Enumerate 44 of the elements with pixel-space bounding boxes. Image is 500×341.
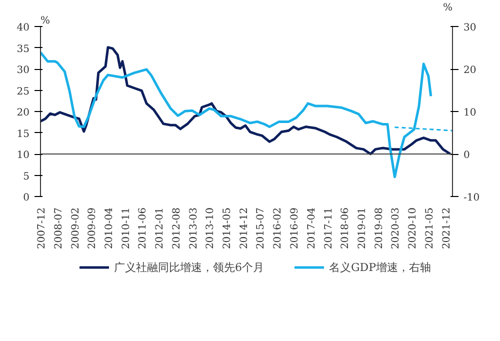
x-tick-label: 2014-12 <box>238 207 250 250</box>
x-tick-label: 2016-02 <box>272 207 284 250</box>
y2-tick-label: -10 <box>464 192 480 204</box>
x-tick-label: 2015-07 <box>256 207 267 250</box>
x-tick-label: 2013-03 <box>188 207 200 250</box>
x-tick-label: 2016-09 <box>290 207 301 250</box>
x-tick-label: 2010-04 <box>104 207 115 250</box>
x-tick-label: 2011-06 <box>138 207 149 250</box>
y-tick-label: 40 <box>16 22 30 34</box>
y2-tick-label: 30 <box>464 22 476 34</box>
x-tick-label: 2019-08 <box>374 207 385 250</box>
y2-tick-label: 10 <box>464 108 476 118</box>
y-tick-label: 20 <box>16 108 30 118</box>
x-tick-label: 2019-01 <box>357 207 368 250</box>
legend-label: 广义社融同比增速，领先6个月 <box>114 260 264 274</box>
y-tick-label: 5 <box>23 171 30 182</box>
y-tick-label: 10 <box>16 150 30 161</box>
x-tick-label: 2010-11 <box>120 207 132 250</box>
y2-tick-label: 0 <box>464 150 470 161</box>
x-tick-label: 2014-05 <box>222 207 233 250</box>
x-tick-label: 2009-02 <box>70 207 82 250</box>
y2-axis-title: % <box>443 2 453 14</box>
line-series <box>40 46 452 156</box>
x-tick-label: 2009-09 <box>87 207 98 250</box>
y2-tick-label: 20 <box>464 65 476 76</box>
y-axis-title: % <box>40 16 50 26</box>
x-tick-label: 2012-08 <box>171 207 182 250</box>
x-tick-label: 2021-12 <box>441 207 452 250</box>
x-tick-label: 2008-07 <box>53 207 64 250</box>
x-tick-label: 2018-06 <box>340 207 352 250</box>
y-tick-label: 25 <box>16 86 30 98</box>
legend-label: 名义GDP增速，右轴 <box>328 260 432 274</box>
x-tick-label: 2020-03 <box>390 207 402 250</box>
y-tick-label: 30 <box>16 65 30 76</box>
x-tick-label: 2017-11 <box>323 207 334 250</box>
y-tick-label: 35 <box>16 44 30 55</box>
x-tick-label: 2013-10 <box>205 207 216 250</box>
x-tick-label: 2020-10 <box>408 207 419 250</box>
y-tick-label: 0 <box>23 192 30 204</box>
x-tick-label: 2017-04 <box>306 207 318 250</box>
y-tick-label: 15 <box>16 128 30 140</box>
x-tick-label: 2012-01 <box>154 207 166 250</box>
x-tick-label: 2021-05 <box>424 207 436 250</box>
x-tick-label: 2007-12 <box>36 207 48 250</box>
